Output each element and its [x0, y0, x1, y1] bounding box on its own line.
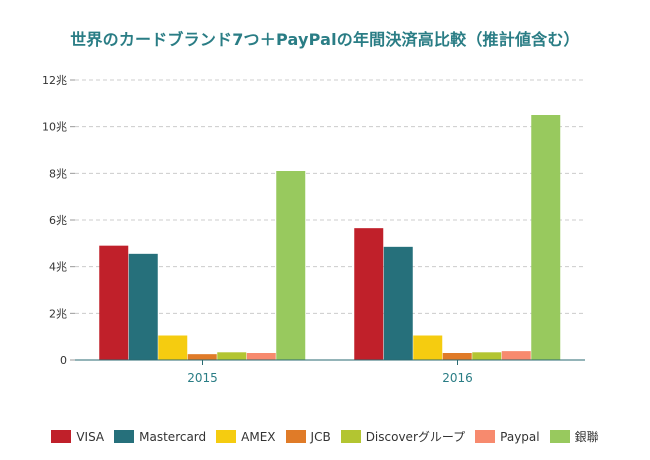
bar-JCB: [187, 354, 217, 360]
legend-item[interactable]: 銀聯: [549, 428, 599, 445]
bar-VISA: [354, 228, 384, 360]
legend-label: Discoverグループ: [365, 430, 466, 444]
bar-銀聯: [531, 115, 561, 360]
y-tick-label: 12兆: [42, 74, 67, 87]
x-tick-label: 2015: [187, 371, 218, 385]
legend-swatch: [216, 430, 237, 443]
y-tick-label: 4兆: [49, 261, 67, 274]
chart-legend: VISA Mastercard AMEX JCB Discoverグループ Paypal 銀…: [0, 428, 650, 445]
legend-label: VISA: [76, 429, 105, 444]
legend-swatch: [114, 430, 135, 443]
legend-label: 銀聯: [574, 430, 599, 444]
legend-label: Mastercard: [139, 429, 207, 444]
axis-layer: 0 2兆 4兆 6兆 8兆 10兆 12兆 2015 2016: [42, 74, 585, 385]
y-tick-label: 10兆: [42, 121, 67, 134]
legend-item[interactable]: AMEX: [216, 429, 276, 444]
bar-Paypal: [501, 351, 531, 360]
legend-swatch: [549, 430, 570, 443]
legend-swatch: [340, 430, 361, 443]
legend-item[interactable]: Paypal: [475, 429, 540, 444]
legend-label: JCB: [310, 429, 331, 444]
legend-swatch: [475, 430, 496, 443]
bar-Mastercard: [383, 246, 413, 360]
legend-item[interactable]: JCB: [285, 429, 331, 444]
bar-AMEX: [413, 335, 443, 360]
y-tick-label: 2兆: [49, 307, 67, 320]
bar-AMEX: [158, 335, 188, 360]
bar-VISA: [99, 245, 129, 360]
legend-swatch: [285, 430, 306, 443]
grid-layer: [75, 79, 585, 314]
bars-layer: [99, 115, 561, 360]
y-tick-label: 8兆: [49, 167, 67, 180]
y-tick-label: 0: [60, 354, 67, 367]
chart-title: 世界のカードブランド7つ＋PayPalの年間決済高比較（推計値含む）: [70, 30, 580, 49]
bar-JCB: [442, 353, 472, 360]
bar-Mastercard: [128, 253, 158, 360]
bar-Paypal: [246, 353, 276, 360]
bar-銀聯: [276, 171, 306, 360]
legend-swatch: [51, 430, 72, 443]
bar-Discoverグループ: [472, 352, 502, 360]
legend-item[interactable]: Mastercard: [114, 430, 206, 444]
bar-Discoverグループ: [217, 352, 247, 360]
legend-item[interactable]: Discoverグループ: [340, 428, 466, 445]
x-tick-label: 2016: [442, 371, 473, 385]
legend-item[interactable]: VISA: [51, 430, 104, 444]
legend-label: AMEX: [241, 429, 276, 444]
y-tick-label: 6兆: [49, 214, 67, 227]
legend-label: Paypal: [500, 429, 540, 444]
